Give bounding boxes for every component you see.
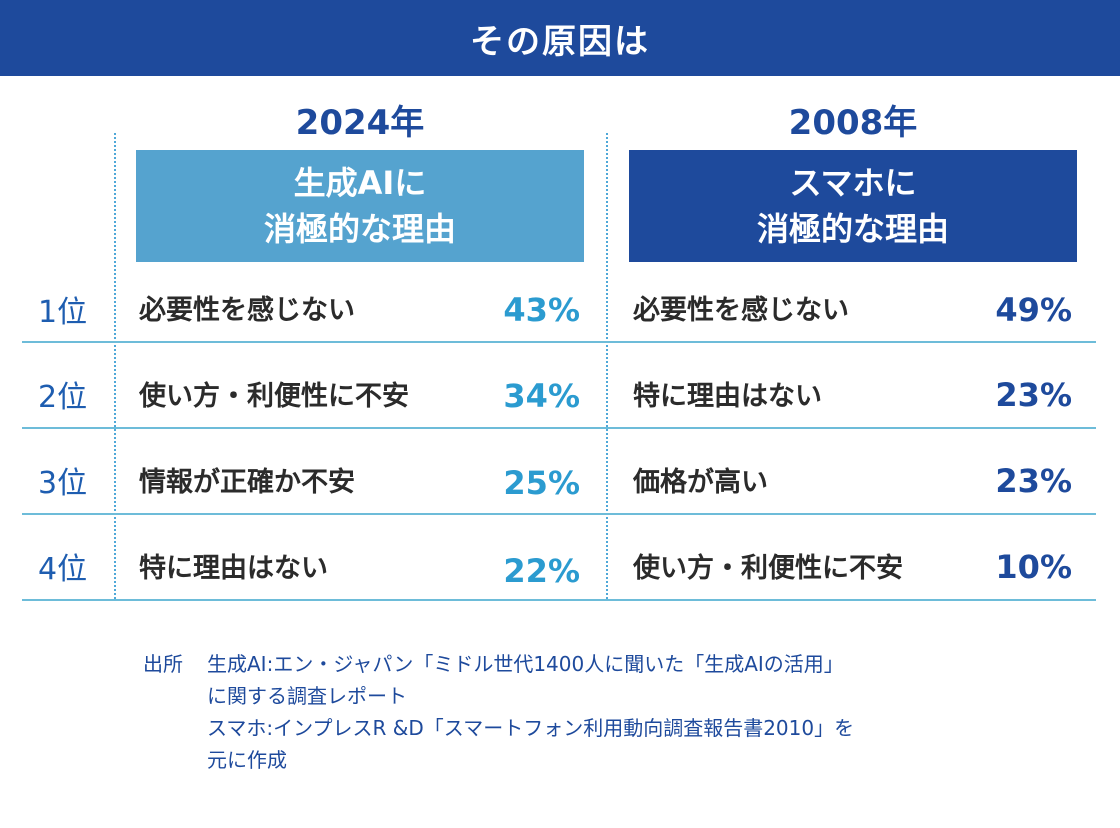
column-header-line1: スマホに <box>789 164 917 202</box>
row-divider <box>22 513 1096 515</box>
source-line: 生成AI:エン・ジャパン「ミドル世代1400人に聞いた「生成AIの活用」 <box>207 652 844 676</box>
value-2008-rank2: 23% <box>995 376 1072 414</box>
header-bar: その原因は <box>0 0 1120 76</box>
year-label-2024: 2024年 <box>295 103 425 143</box>
column-header-genai: 生成AIに 消極的な理由 <box>136 150 584 262</box>
value-2024-rank3: 25% <box>503 464 580 502</box>
rank-label: 2位 <box>38 380 88 415</box>
reason-2024-rank3: 情報が正確か不安 <box>139 467 355 498</box>
reason-2008-rank3: 価格が高い <box>633 467 768 498</box>
reason-2008-rank2: 特に理由はない <box>633 381 822 412</box>
value-2024-rank4: 22% <box>503 552 580 590</box>
column-separator-left <box>114 133 116 599</box>
value-2024-rank1: 43% <box>503 291 580 329</box>
rank-label: 3位 <box>38 466 88 501</box>
source-line: に関する調査レポート <box>207 684 407 708</box>
row-divider <box>22 599 1096 601</box>
year-label-2008: 2008年 <box>788 103 918 143</box>
reason-2008-rank1: 必要性を感じない <box>633 295 849 326</box>
source-line: スマホ:インプレスR &D「スマートフォン利用動向調査報告書2010」を <box>207 716 855 740</box>
column-header-smartphone: スマホに 消極的な理由 <box>629 150 1077 262</box>
rank-label: 1位 <box>38 295 88 330</box>
reason-2024-rank1: 必要性を感じない <box>139 295 355 326</box>
row-divider <box>22 427 1096 429</box>
value-2008-rank3: 23% <box>995 462 1072 500</box>
column-header-line1: 生成AIに <box>293 164 427 202</box>
value-2008-rank1: 49% <box>995 291 1072 329</box>
column-header-line2: 消極的な理由 <box>756 210 949 248</box>
reason-2024-rank4: 特に理由はない <box>139 553 328 584</box>
row-divider <box>22 341 1096 343</box>
page-title: その原因は <box>470 21 650 62</box>
value-2024-rank2: 34% <box>503 377 580 415</box>
column-separator-middle <box>606 133 608 599</box>
source-line: 元に作成 <box>207 748 287 772</box>
value-2008-rank4: 10% <box>995 548 1072 586</box>
reason-2024-rank2: 使い方・利便性に不安 <box>139 381 409 412</box>
source-label: 出所 <box>143 652 183 676</box>
column-header-line2: 消極的な理由 <box>263 210 456 248</box>
source-lines: 生成AI:エン・ジャパン「ミドル世代1400人に聞いた「生成AIの活用」 に関す… <box>207 648 1007 776</box>
rank-label: 4位 <box>38 552 88 587</box>
reason-2008-rank4: 使い方・利便性に不安 <box>633 553 903 584</box>
